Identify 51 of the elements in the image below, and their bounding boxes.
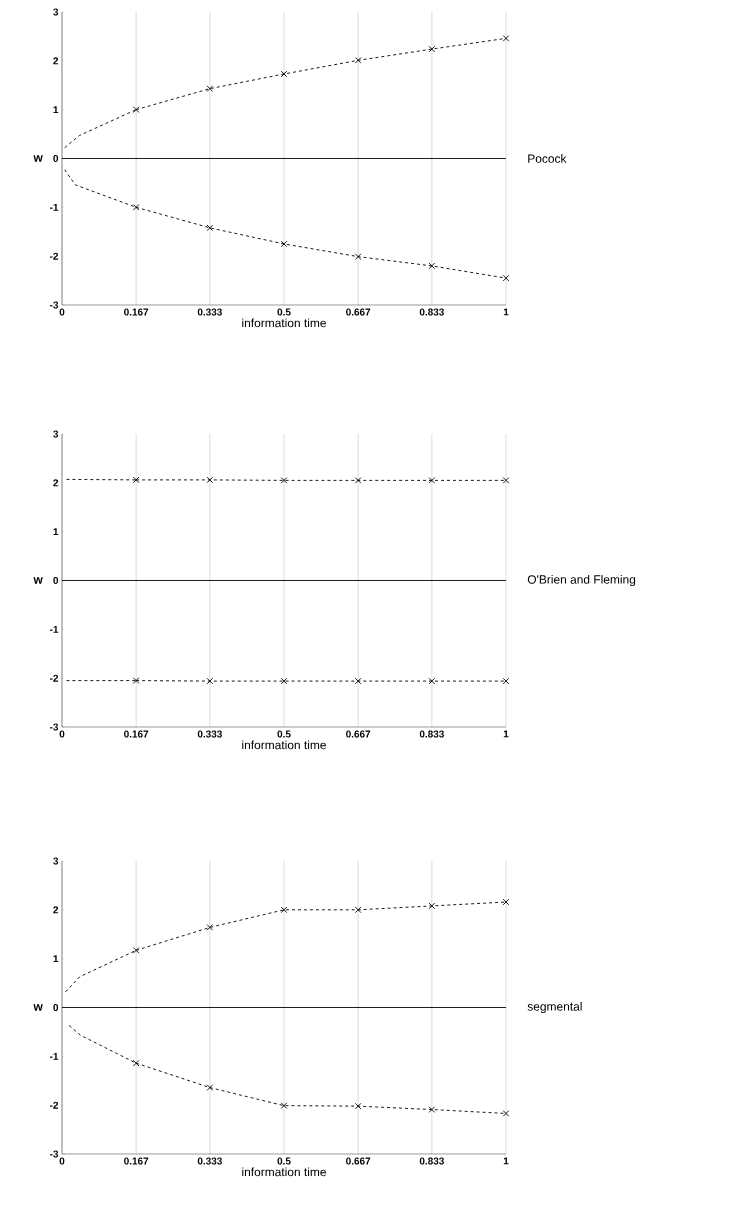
x-tick-label: 1 bbox=[503, 730, 509, 738]
x-tick-label: 0.333 bbox=[197, 308, 222, 316]
x-tick-label: 0 bbox=[59, 730, 65, 738]
y-tick-label: 1 bbox=[53, 955, 59, 963]
x-tick-label: 0.667 bbox=[346, 730, 371, 738]
x-tick-label: 0.833 bbox=[419, 308, 444, 316]
x-tick-label: 1 bbox=[503, 1157, 509, 1165]
text: O'Brien and Fleming bbox=[527, 574, 636, 587]
y-tick-label: 2 bbox=[53, 906, 59, 914]
x-tick-label: 0.167 bbox=[124, 730, 149, 738]
x-tick-label: 0 bbox=[59, 308, 65, 316]
y-tick-label: 0 bbox=[53, 1003, 59, 1012]
y-tick-label: -1 bbox=[50, 203, 59, 211]
y-tick-label: -3 bbox=[50, 723, 59, 731]
y-tick-label: -2 bbox=[50, 1101, 59, 1109]
x-tick-label: 0.667 bbox=[346, 1157, 371, 1165]
y-tick-label: -1 bbox=[50, 1052, 59, 1060]
y-tick-label: 0 bbox=[53, 576, 59, 585]
x-tick-label: 0 bbox=[59, 1157, 65, 1165]
y-tick-label: 3 bbox=[53, 430, 59, 438]
x-tick-label: 0.333 bbox=[197, 1157, 222, 1165]
text: Pocock bbox=[528, 154, 567, 163]
y-tick-label: 1 bbox=[53, 106, 59, 114]
y-axis-title: w bbox=[33, 1004, 43, 1011]
y-tick-label: -2 bbox=[50, 252, 59, 260]
x-tick-label: 0.167 bbox=[124, 1157, 149, 1165]
x-tick-label: 0.667 bbox=[346, 308, 371, 316]
y-tick-label: -3 bbox=[50, 1150, 59, 1158]
x-tick-label: 0.5 bbox=[277, 308, 291, 316]
x-tick-label: 0.5 bbox=[277, 1157, 291, 1165]
x-tick-label: 1 bbox=[503, 308, 509, 316]
y-tick-label: 1 bbox=[53, 528, 59, 536]
x-tick-label: 0.833 bbox=[419, 1157, 444, 1165]
y-tick-label: -2 bbox=[50, 674, 59, 682]
x-tick-label: 0.5 bbox=[277, 730, 291, 738]
y-tick-label: 2 bbox=[53, 57, 59, 65]
x-axis-title: information time bbox=[242, 740, 326, 750]
x-tick-label: 0.833 bbox=[419, 730, 444, 738]
y-axis-title: w bbox=[33, 155, 43, 162]
x-tick-label: 0.167 bbox=[124, 308, 149, 316]
x-axis-title: information time bbox=[242, 318, 326, 328]
y-tick-label: 2 bbox=[53, 479, 59, 487]
text: segmental bbox=[527, 1001, 582, 1014]
x-axis-title: information time bbox=[242, 1167, 326, 1177]
y-tick-label: 3 bbox=[53, 8, 59, 16]
y-tick-label: -1 bbox=[50, 625, 59, 633]
x-tick-label: 0.333 bbox=[197, 730, 222, 738]
y-axis-title: w bbox=[33, 577, 43, 584]
y-tick-label: -3 bbox=[50, 301, 59, 309]
y-tick-label: 3 bbox=[53, 857, 59, 865]
y-tick-label: 0 bbox=[53, 154, 59, 163]
